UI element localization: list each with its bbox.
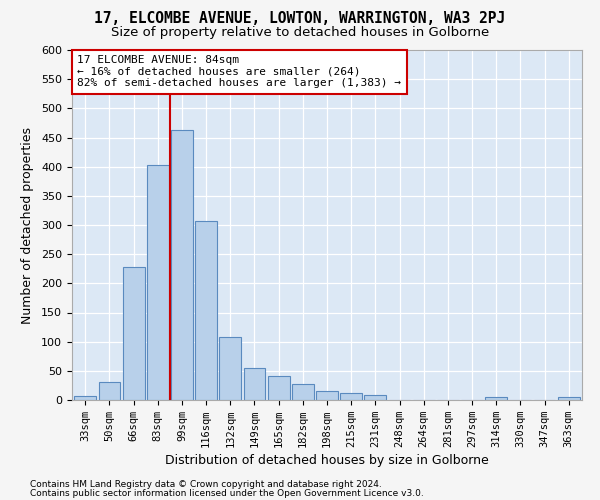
- Bar: [195, 221, 217, 400]
- Bar: [340, 393, 362, 400]
- Bar: [98, 382, 121, 400]
- Bar: [147, 165, 169, 400]
- Text: Contains HM Land Registry data © Crown copyright and database right 2024.: Contains HM Land Registry data © Crown c…: [30, 480, 382, 489]
- Bar: [220, 337, 241, 400]
- Bar: [558, 397, 580, 400]
- Bar: [364, 396, 386, 400]
- Bar: [74, 396, 96, 400]
- Bar: [316, 391, 338, 400]
- Bar: [171, 130, 193, 400]
- Text: 17 ELCOMBE AVENUE: 84sqm
← 16% of detached houses are smaller (264)
82% of semi-: 17 ELCOMBE AVENUE: 84sqm ← 16% of detach…: [77, 56, 401, 88]
- X-axis label: Distribution of detached houses by size in Golborne: Distribution of detached houses by size …: [165, 454, 489, 467]
- Bar: [123, 267, 145, 400]
- Text: Size of property relative to detached houses in Golborne: Size of property relative to detached ho…: [111, 26, 489, 39]
- Bar: [485, 397, 507, 400]
- Bar: [292, 384, 314, 400]
- Text: 17, ELCOMBE AVENUE, LOWTON, WARRINGTON, WA3 2PJ: 17, ELCOMBE AVENUE, LOWTON, WARRINGTON, …: [94, 11, 506, 26]
- Y-axis label: Number of detached properties: Number of detached properties: [21, 126, 34, 324]
- Text: Contains public sector information licensed under the Open Government Licence v3: Contains public sector information licen…: [30, 488, 424, 498]
- Bar: [268, 376, 290, 400]
- Bar: [244, 368, 265, 400]
